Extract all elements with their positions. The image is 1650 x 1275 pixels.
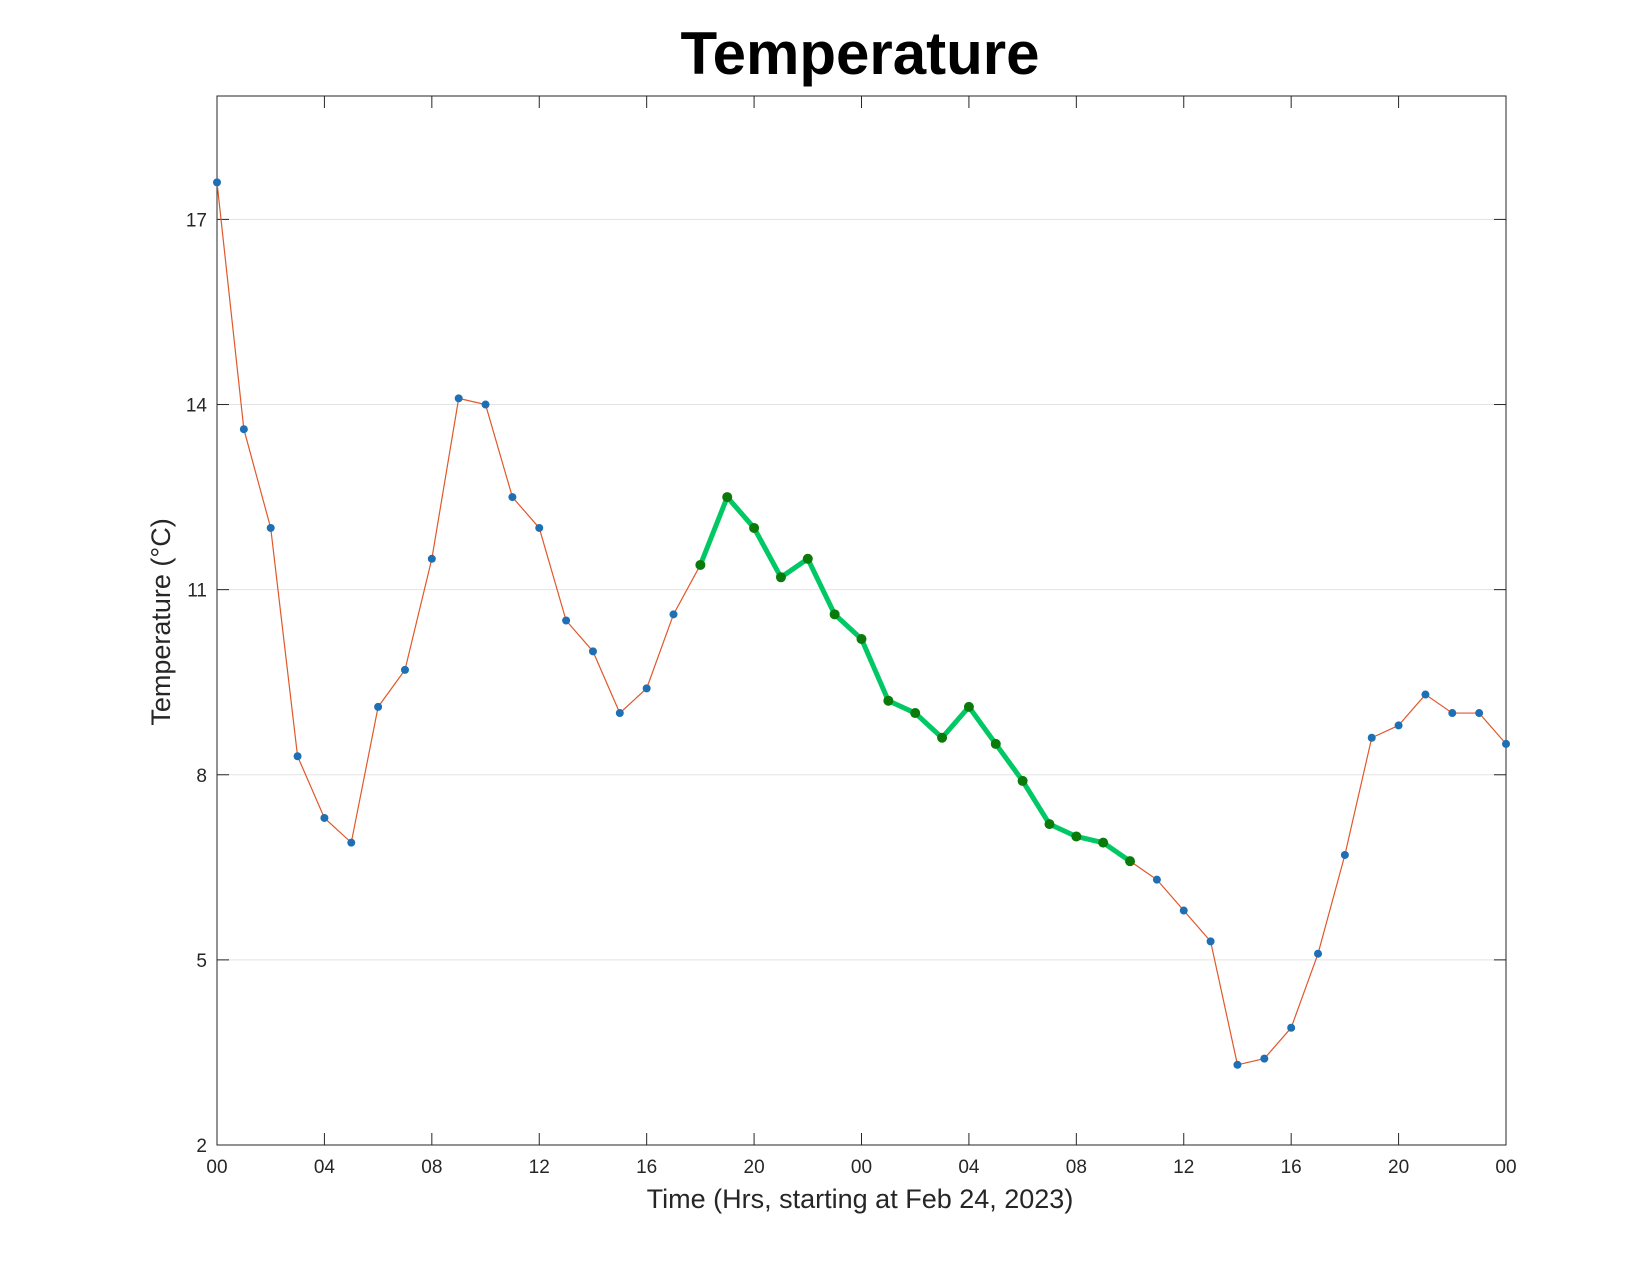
data-point (374, 702, 383, 711)
highlight-point (1125, 856, 1136, 867)
x-tick-label: 12 (1173, 1157, 1194, 1178)
series-line (216, 182, 1507, 1066)
x-tick-label: 00 (1495, 1157, 1516, 1178)
x-tick-label: 12 (529, 1157, 550, 1178)
data-point (1421, 690, 1430, 699)
y-axis-label: Temperature (°C) (146, 518, 176, 725)
x-tick-label: 20 (744, 1157, 765, 1178)
data-point (615, 709, 624, 718)
data-point (642, 684, 651, 693)
highlight-point (990, 738, 1001, 749)
x-tick-label: 04 (314, 1157, 336, 1178)
x-tick-label: 04 (958, 1157, 980, 1178)
highlight-point (910, 708, 921, 719)
gridlines (217, 218, 1506, 961)
x-axis-label: Time (Hrs, starting at Feb 24, 2023) (647, 1184, 1074, 1214)
x-tick-label: 16 (1281, 1157, 1302, 1178)
data-point (1179, 906, 1188, 915)
highlight-point (883, 695, 894, 706)
y-tick-label: 17 (186, 210, 207, 231)
data-point (1340, 850, 1349, 859)
highlight-point (749, 522, 760, 533)
chart-title: Temperature (680, 20, 1039, 87)
data-point (1448, 709, 1457, 718)
highlight-point (856, 634, 867, 645)
data-point (1475, 709, 1484, 718)
data-point (1206, 937, 1215, 946)
data-point (588, 647, 597, 656)
data-point (293, 752, 302, 761)
highlight-point (937, 732, 948, 743)
data-point (347, 838, 356, 847)
series-layer (213, 178, 1510, 1069)
y-tick-label: 11 (187, 581, 207, 602)
data-point (266, 523, 275, 532)
x-tick-label: 16 (636, 1157, 657, 1178)
data-point (1260, 1054, 1269, 1063)
data-point (1394, 721, 1403, 730)
x-tick-label: 20 (1388, 1157, 1409, 1178)
x-tick-label: 00 (206, 1157, 227, 1178)
data-point (1233, 1060, 1242, 1069)
data-point (1287, 1023, 1296, 1032)
data-point (213, 178, 221, 187)
highlight-line (698, 494, 1132, 864)
x-tick-label: 00 (851, 1157, 872, 1178)
highlight-point (1017, 775, 1028, 786)
highlight-point (829, 609, 840, 620)
y-tick-label: 8 (196, 766, 207, 787)
data-point (481, 400, 490, 409)
x-tick-label: 08 (1066, 1157, 1087, 1178)
data-point (508, 493, 517, 502)
highlight-point (722, 492, 733, 503)
highlight-point (775, 572, 786, 583)
y-tick-label: 5 (196, 951, 207, 972)
data-point (400, 665, 409, 674)
data-point (454, 394, 463, 403)
data-point (535, 523, 544, 532)
data-point (669, 610, 678, 619)
plot-area-frame (216, 95, 1507, 1146)
highlight-point (695, 559, 706, 570)
highlight-point (802, 553, 813, 564)
y-tick-label: 2 (196, 1136, 207, 1157)
highlight-point (1071, 831, 1082, 842)
x-tick-label: 08 (421, 1157, 442, 1178)
y-tick-label: 14 (186, 396, 208, 417)
data-point (1367, 733, 1376, 742)
data-point (1314, 949, 1323, 958)
data-point (1152, 875, 1161, 884)
data-point (427, 554, 436, 563)
highlight-point (963, 701, 974, 712)
axis-ticks: 2 5 8 11 14 17 00 04 08 12 16 20 00 04 08 12 16 20 00 (186, 96, 1517, 1178)
data-point (562, 616, 571, 625)
data-point (320, 813, 329, 822)
highlight-point (1098, 837, 1109, 848)
data-point (239, 425, 248, 434)
highlight-point (1044, 819, 1055, 830)
data-point (1502, 739, 1510, 748)
